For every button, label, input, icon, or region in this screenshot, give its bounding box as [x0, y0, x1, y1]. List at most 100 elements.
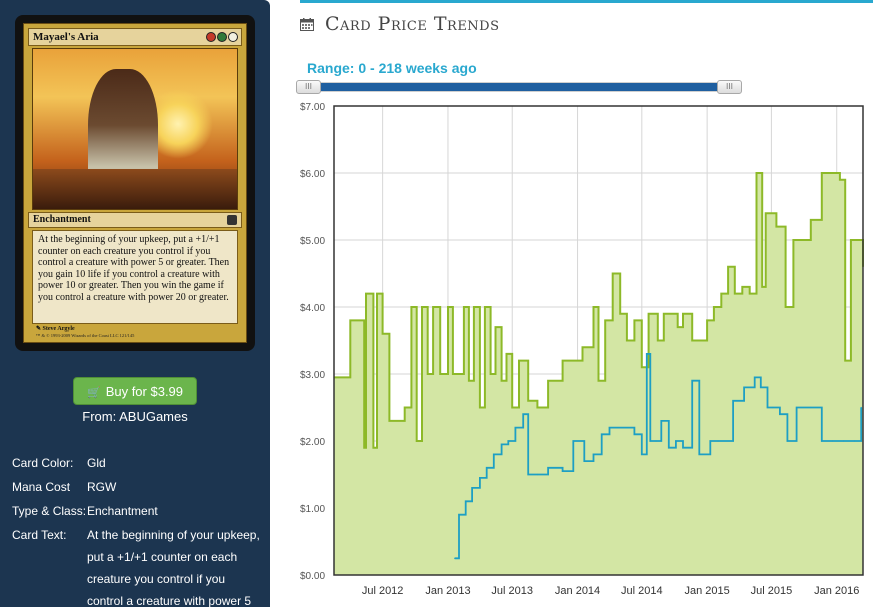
data-point	[536, 473, 538, 476]
data-point	[349, 319, 351, 321]
buy-button-label: Buy for $3.99	[105, 384, 184, 399]
data-point	[761, 286, 763, 288]
data-point	[527, 400, 529, 402]
data-point	[608, 427, 611, 429]
data-point	[581, 346, 584, 348]
slider-handle-end[interactable]: III	[717, 80, 742, 94]
range-slider[interactable]: III III	[296, 80, 742, 94]
info-key: Card Text:	[12, 528, 67, 542]
set-symbol-icon	[227, 215, 237, 225]
data-point	[572, 440, 574, 442]
data-point	[505, 353, 508, 355]
x-tick-label: Jan 2014	[555, 585, 600, 597]
data-point	[454, 557, 456, 559]
data-point	[633, 433, 635, 435]
data-point	[547, 380, 549, 382]
info-row-mana: Mana Cost RGW	[12, 479, 262, 495]
data-point	[830, 172, 832, 174]
data-point	[657, 339, 659, 342]
data-point	[471, 487, 473, 489]
data-point	[490, 373, 492, 375]
data-point	[617, 427, 619, 429]
data-point	[626, 427, 628, 429]
data-point	[677, 326, 679, 328]
data-point	[755, 172, 758, 174]
info-key: Type & Class:	[12, 504, 87, 518]
data-point	[821, 440, 823, 442]
data-point	[720, 293, 722, 295]
x-tick-label: Jul 2013	[491, 585, 533, 597]
data-point	[709, 440, 711, 442]
y-tick-label: $0.00	[300, 571, 325, 582]
info-row-type: Type & Class: Enchantment	[12, 503, 262, 519]
data-point	[646, 353, 648, 355]
data-point	[675, 440, 677, 442]
data-point	[831, 440, 834, 442]
data-point	[486, 467, 488, 469]
section-title: Card Price Trends	[325, 13, 500, 35]
series-line-buylist	[454, 353, 863, 560]
data-point	[810, 406, 812, 409]
data-point	[626, 339, 628, 342]
data-point	[612, 272, 614, 275]
card-artwork	[32, 48, 238, 210]
slider-selected-range	[309, 83, 732, 91]
data-point	[479, 477, 481, 479]
data-point	[404, 406, 406, 409]
data-point	[706, 319, 708, 321]
mana-cost-symbols	[206, 32, 238, 42]
data-point	[717, 440, 719, 442]
data-point	[727, 266, 729, 268]
data-point	[479, 406, 481, 409]
data-point	[518, 360, 520, 362]
data-point	[604, 319, 606, 321]
y-tick-label: $6.00	[300, 169, 325, 180]
data-point	[850, 239, 852, 241]
data-point	[493, 453, 495, 455]
data-point	[562, 470, 564, 472]
data-point	[447, 306, 449, 308]
data-point	[691, 380, 693, 382]
data-point	[668, 447, 670, 449]
data-point	[376, 293, 378, 295]
data-point	[547, 467, 549, 469]
data-point	[760, 386, 762, 388]
data-point	[527, 473, 529, 476]
data-point	[463, 306, 465, 308]
plot-border	[333, 105, 864, 576]
buy-button[interactable]: 🛒 Buy for $3.99	[73, 377, 197, 405]
card-rules-text: At the beginning of your upkeep, put a +…	[32, 230, 238, 324]
card-type-line: Enchantment	[28, 212, 242, 228]
section-header: Card Price Trends	[300, 11, 500, 37]
data-point	[641, 453, 643, 455]
x-tick-label: Jan 2015	[685, 585, 730, 597]
data-point	[792, 239, 794, 241]
x-tick-label: Jan 2013	[425, 585, 470, 597]
card-detail-panel: Mayael's Aria Enchantment At the beginni…	[0, 0, 270, 607]
y-tick-label: $1.00	[300, 504, 325, 515]
info-value: Enchantment	[87, 504, 158, 518]
data-point	[372, 447, 374, 449]
y-tick-label: $2.00	[300, 437, 325, 448]
data-point	[779, 413, 781, 415]
data-point	[416, 440, 418, 442]
data-point	[796, 406, 798, 409]
data-point	[501, 380, 503, 382]
data-point	[743, 386, 745, 388]
data-point	[801, 239, 803, 241]
data-point	[511, 406, 513, 409]
card-type-text: Enchantment	[33, 214, 91, 225]
card-copyright: ™ & © 1993-2009 Wizards of the Coast LLC…	[36, 333, 135, 338]
y-tick-label: $5.00	[300, 236, 325, 247]
data-point	[844, 360, 846, 362]
data-point	[368, 293, 371, 295]
info-key: Mana Cost	[12, 480, 71, 494]
data-point	[365, 293, 367, 295]
seller-label: From: ABUGames	[82, 409, 188, 424]
data-point	[775, 226, 777, 228]
slider-handle-start[interactable]: III	[296, 80, 321, 94]
data-point	[421, 306, 423, 308]
green-mana-icon	[217, 32, 227, 42]
info-row-text: Card Text: At the beginning of your upke…	[12, 527, 262, 607]
data-point	[583, 460, 585, 462]
